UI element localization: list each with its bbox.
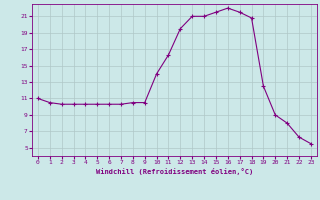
X-axis label: Windchill (Refroidissement éolien,°C): Windchill (Refroidissement éolien,°C) xyxy=(96,168,253,175)
